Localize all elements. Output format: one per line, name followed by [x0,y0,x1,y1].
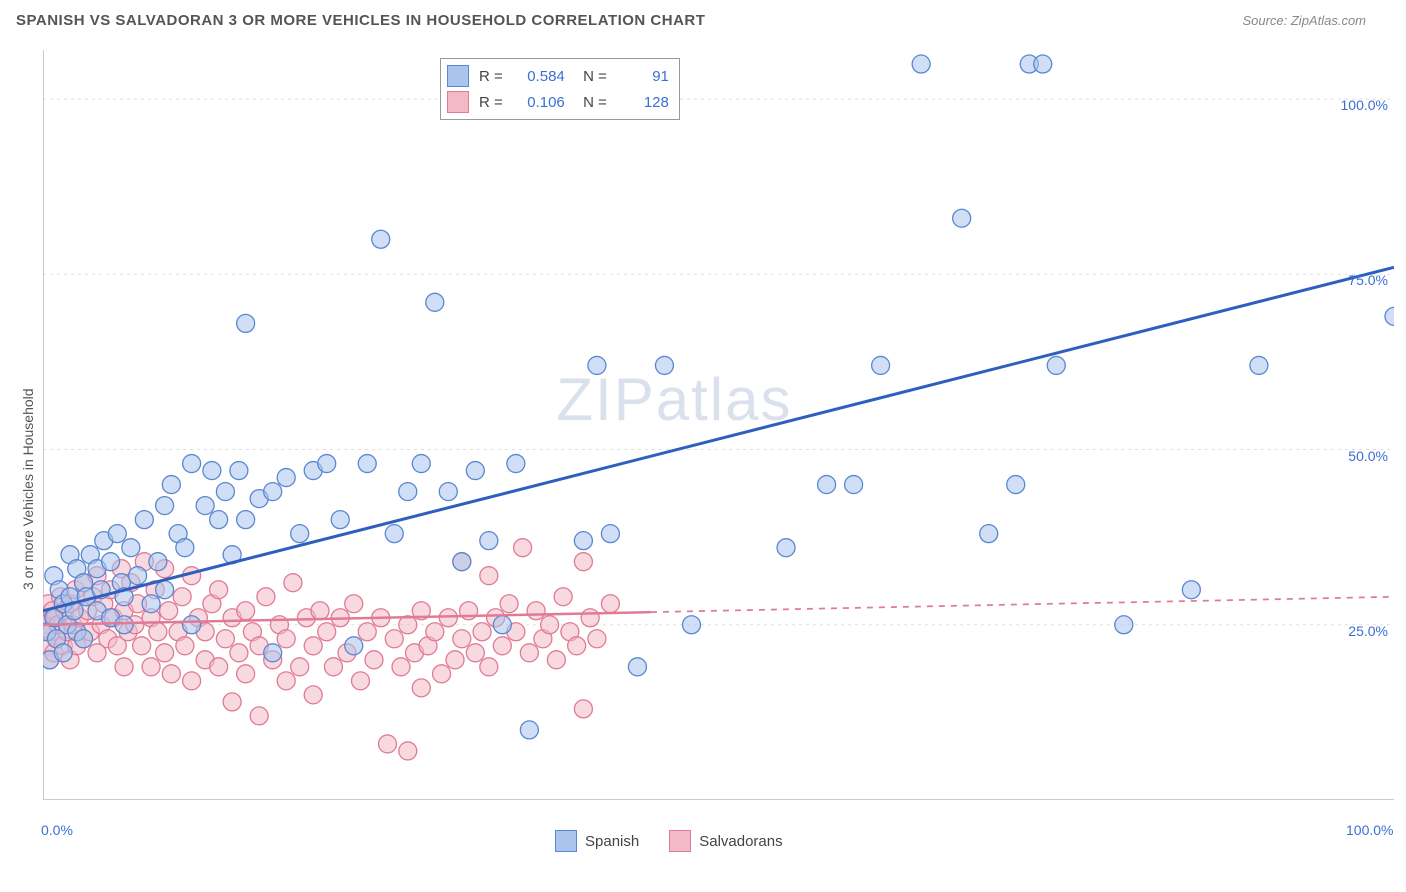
n-label: N = [575,68,607,85]
source-label: Source: ZipAtlas.com [1242,13,1366,28]
legend-row-spanish: R = 0.584 N = 91 [447,63,669,89]
swatch-spanish [447,65,469,87]
category-legend: Spanish Salvadorans [555,830,783,852]
y-tick-label: 75.0% [1348,272,1388,288]
chart-title: SPANISH VS SALVADORAN 3 OR MORE VEHICLES… [16,12,705,29]
r-value-salvadorans: 0.106 [513,94,565,111]
swatch-spanish [555,830,577,852]
correlation-legend: R = 0.584 N = 91 R = 0.106 N = 128 [440,58,680,120]
legend-row-salvadorans: R = 0.106 N = 128 [447,89,669,115]
title-bar: SPANISH VS SALVADORAN 3 OR MORE VEHICLES… [0,0,1406,37]
n-label: N = [575,94,607,111]
scatter-svg [43,50,1394,800]
n-value-salvadorans: 128 [617,94,669,111]
x-tick-label: 100.0% [1346,822,1393,838]
y-axis-label: 3 or more Vehicles in Household [20,388,36,590]
y-tick-label: 25.0% [1348,623,1388,639]
plot-area [43,50,1394,800]
n-value-spanish: 91 [617,68,669,85]
y-tick-label: 100.0% [1341,97,1388,113]
r-value-spanish: 0.584 [513,68,565,85]
swatch-salvadorans [669,830,691,852]
x-tick-label: 0.0% [41,822,73,838]
y-tick-label: 50.0% [1348,448,1388,464]
r-label: R = [479,68,503,85]
legend-label-spanish: Spanish [585,833,639,850]
legend-item-spanish: Spanish [555,830,639,852]
legend-label-salvadorans: Salvadorans [699,833,782,850]
legend-item-salvadorans: Salvadorans [669,830,782,852]
swatch-salvadorans [447,91,469,113]
chart-container: SPANISH VS SALVADORAN 3 OR MORE VEHICLES… [0,0,1406,892]
r-label: R = [479,94,503,111]
